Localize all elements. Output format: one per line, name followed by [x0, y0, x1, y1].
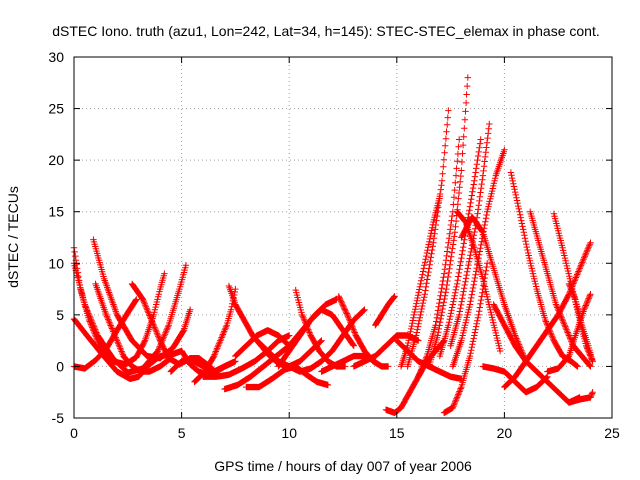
- plus-markers: [415, 136, 463, 380]
- chart-title: dSTEC Iono. truth (azu1, Lon=242, Lat=34…: [52, 23, 599, 39]
- plus-markers: [92, 280, 174, 375]
- data-series: [90, 236, 194, 362]
- x-tick-label: 15: [389, 425, 405, 441]
- plus-markers: [565, 389, 596, 406]
- plus-markers: [544, 291, 594, 375]
- plus-markers: [404, 107, 452, 370]
- plus-markers: [565, 280, 596, 365]
- plus-markers: [397, 193, 443, 370]
- data-series: [92, 280, 174, 375]
- x-axis-label: GPS time / hours of day 007 of year 2006: [214, 458, 472, 474]
- x-tick-label: 5: [178, 425, 186, 441]
- plus-markers: [507, 169, 581, 370]
- x-tick-label: 0: [70, 425, 78, 441]
- data-series: [449, 146, 508, 370]
- data-series: [527, 208, 594, 370]
- plus-markers: [232, 327, 293, 360]
- plus-markers: [90, 236, 194, 362]
- x-tick-label: 20: [497, 425, 513, 441]
- data-series: [565, 389, 596, 406]
- data-series: [507, 169, 581, 370]
- plot-frame: [73, 56, 613, 419]
- plus-markers: [286, 306, 368, 375]
- data-series: [415, 136, 463, 380]
- data-series: [425, 74, 471, 370]
- plus-markers: [191, 285, 239, 386]
- y-tick-label: 15: [48, 204, 64, 220]
- y-tick-label: -5: [52, 410, 65, 426]
- plus-markers: [527, 208, 594, 370]
- plus-markers: [458, 213, 530, 365]
- plus-markers: [449, 146, 508, 370]
- y-tick-label: 30: [48, 49, 64, 65]
- x-tick-label: 10: [281, 425, 297, 441]
- y-tick-label: 20: [48, 152, 64, 168]
- y-tick-label: 10: [48, 255, 64, 271]
- x-tick-label: 25: [604, 425, 620, 441]
- data-series: [397, 193, 443, 370]
- y-tick-label: 25: [48, 101, 64, 117]
- y-axis-label: dSTEC / TECUs: [5, 186, 21, 288]
- axis-ticks: 0 5 10 15 20 25 -5 0 5 10 15 20 25 30: [48, 49, 620, 441]
- data-series: [191, 285, 239, 386]
- data-series: [458, 213, 530, 365]
- data-points: [70, 74, 596, 416]
- data-series: [544, 291, 594, 375]
- plus-markers: [372, 293, 398, 329]
- plus-markers: [425, 74, 471, 370]
- data-series: [286, 306, 368, 375]
- data-series: [372, 293, 398, 329]
- data-series: [565, 280, 596, 365]
- y-tick-label: 5: [56, 307, 64, 323]
- data-series: [404, 107, 452, 370]
- y-tick-label: 0: [56, 358, 64, 374]
- data-series: [232, 327, 293, 360]
